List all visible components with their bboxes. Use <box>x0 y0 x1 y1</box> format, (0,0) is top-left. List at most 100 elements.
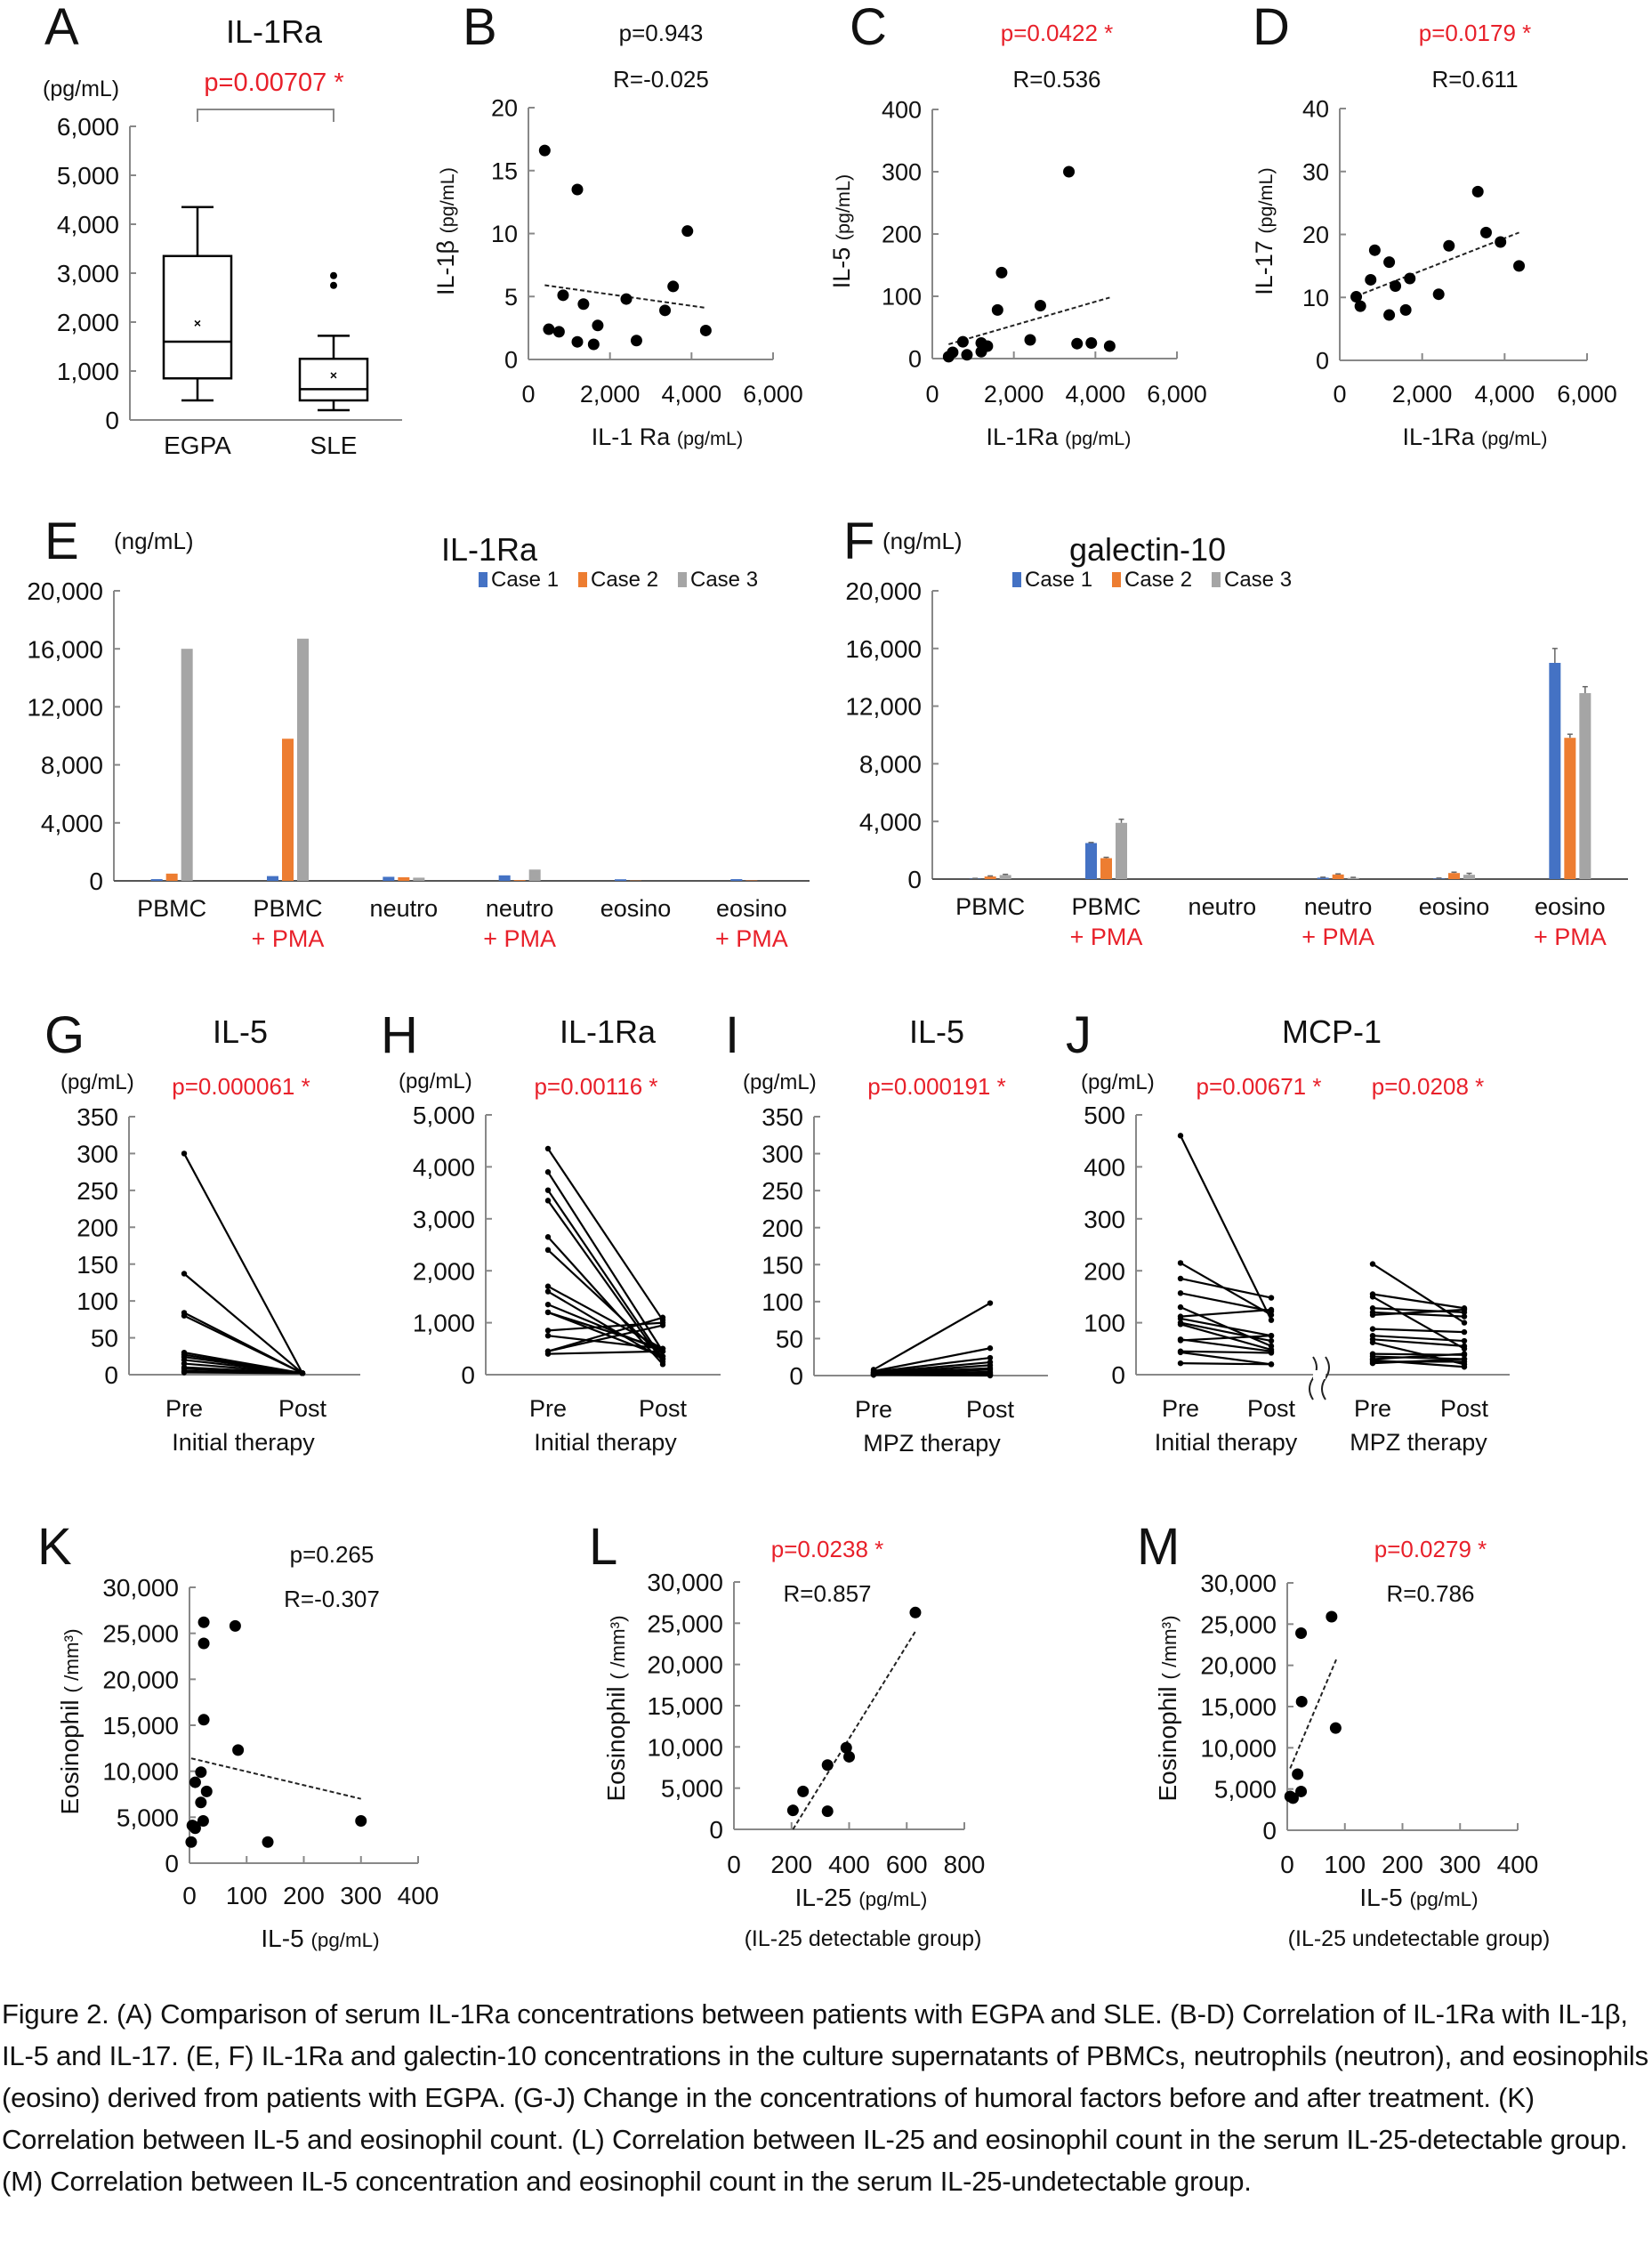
data-point <box>1471 185 1484 198</box>
data-point <box>538 144 551 157</box>
data-point <box>1404 272 1416 285</box>
data-point-post <box>1268 1317 1275 1323</box>
y-axis-unit: ( /mm³) <box>607 1615 629 1679</box>
legend-label: Case 3 <box>690 568 758 592</box>
paired-line <box>1180 1323 1272 1352</box>
data-point-pre <box>1177 1304 1184 1311</box>
bar-case-3 <box>297 638 309 881</box>
data-point-post <box>1268 1306 1275 1313</box>
y-tick-label: 5,000 <box>661 1775 723 1803</box>
data-point <box>189 1776 201 1788</box>
data-point-post <box>1461 1328 1468 1336</box>
y-tick-label: 30,000 <box>102 1574 179 1602</box>
panel-label: A <box>44 0 79 56</box>
paired-line <box>1372 1355 1465 1360</box>
y-tick-label: 15,000 <box>1200 1693 1277 1721</box>
paired-line <box>547 1171 664 1352</box>
r-value: R=0.536 <box>1012 66 1100 93</box>
data-point-pre <box>870 1371 877 1378</box>
paired-line <box>1180 1292 1272 1312</box>
bar-case-1 <box>730 879 743 881</box>
paired-line <box>547 1304 664 1352</box>
data-point <box>592 319 604 332</box>
y-axis-title: IL-5 (pg/mL) <box>828 174 855 288</box>
significance-bracket <box>197 109 334 122</box>
scatter-eosinophil-vs-il5-undetectable: 0 5,000 10,000 15,000 20,000 25,000 30,000 0 100… <box>1154 1536 1550 1951</box>
data-point-post <box>987 1354 994 1361</box>
data-point <box>197 1616 210 1628</box>
data-point-post <box>1268 1361 1275 1368</box>
bar-case-2 <box>1332 874 1344 879</box>
y-tick-label: 2,000 <box>413 1257 475 1285</box>
data-point <box>667 280 680 293</box>
y-tick-label: 4,000 <box>413 1153 475 1181</box>
x-tick-label: 200 <box>770 1851 812 1878</box>
data-point <box>1383 256 1396 269</box>
y-tick-label: 250 <box>77 1177 118 1205</box>
group-label: Initial therapy <box>172 1429 315 1456</box>
bar-case-3 <box>1579 693 1592 879</box>
y-axis-unit: ( /mm³) <box>60 1628 83 1692</box>
y-tick-label: 15,000 <box>102 1712 179 1739</box>
y-unit-label: (pg/mL) <box>743 1070 817 1094</box>
y-tick-label: 0 <box>89 868 103 895</box>
y-tick-label: 16,000 <box>27 635 103 663</box>
scatter-eosinophil-vs-il25: 0 5,000 10,000 15,000 20,000 25,000 30,000 0 200… <box>602 1536 986 1951</box>
data-point-post <box>987 1345 994 1352</box>
paired-line <box>1180 1338 1272 1352</box>
panel-l: L 0 5,000 10,000 15,000 20,000 25,000 30,000 0 2… <box>552 1495 1103 1993</box>
p-value: p=0.000191 * <box>867 1073 1005 1100</box>
y-axis-label: IL-17 <box>1251 234 1277 295</box>
data-point <box>821 1805 834 1818</box>
data-point <box>229 1619 241 1632</box>
bar-case-2 <box>398 876 410 881</box>
y-unit-label: (pg/mL) <box>399 1069 472 1094</box>
panel-k: K 0 5,000 10,000 15,000 20,000 25,000 30,000 0 1… <box>0 1495 552 1957</box>
y-tick-label: 0 <box>908 346 922 373</box>
x-axis-label: IL-1 Ra <box>592 424 677 450</box>
x-tick-label: EGPA <box>164 432 231 459</box>
chart-title: galectin-10 <box>1069 531 1226 568</box>
y-tick-label: 0 <box>1316 348 1329 375</box>
data-point <box>991 303 1003 316</box>
paired-line <box>1372 1263 1465 1324</box>
data-point <box>1399 303 1412 316</box>
x-tick-label: 400 <box>1497 1851 1539 1878</box>
data-point <box>1365 273 1377 286</box>
x-tick-label: 800 <box>944 1851 986 1878</box>
data-point <box>197 1714 210 1726</box>
outlier-point <box>330 271 337 279</box>
group-note: (IL-25 detectable group) <box>745 1926 982 1951</box>
paired-line <box>1372 1311 1465 1318</box>
data-point-pre <box>1369 1294 1376 1300</box>
x-tick-label: Pre <box>855 1396 892 1423</box>
group-label: Initial therapy <box>1155 1429 1298 1456</box>
y-tick-label: 400 <box>882 97 922 124</box>
data-point <box>821 1759 834 1772</box>
chart-title: IL-1Ra <box>560 1013 657 1050</box>
group-label: MPZ therapy <box>863 1430 1001 1457</box>
x-axis-title: IL-5 (pg/mL) <box>1359 1884 1478 1911</box>
data-point <box>1326 1610 1338 1623</box>
data-point <box>699 324 712 336</box>
panel-label: D <box>1253 0 1290 56</box>
data-point <box>1383 309 1396 321</box>
y-tick-label: 3,000 <box>57 260 119 287</box>
x-tick-sublabel: + PMA <box>1301 924 1374 950</box>
x-tick-label: Pre <box>1162 1395 1199 1422</box>
y-tick-label: 20,000 <box>647 1651 723 1679</box>
x-axis-title: IL-5 (pg/mL) <box>261 1925 379 1952</box>
data-point <box>630 335 642 347</box>
trendline <box>190 1757 361 1800</box>
y-axis-label: Eosinophil <box>602 1680 630 1802</box>
data-point <box>797 1785 810 1797</box>
data-point <box>571 335 584 348</box>
paired-line <box>183 1371 303 1375</box>
bar-case-1 <box>1433 878 1445 879</box>
y-tick-label: 20,000 <box>1200 1652 1277 1680</box>
paired-line <box>1372 1338 1465 1347</box>
y-axis-unit: (pg/mL) <box>436 167 458 233</box>
data-point <box>981 340 994 352</box>
data-point-post <box>659 1322 666 1328</box>
x-axis-unit: (pg/mL) <box>677 427 743 449</box>
